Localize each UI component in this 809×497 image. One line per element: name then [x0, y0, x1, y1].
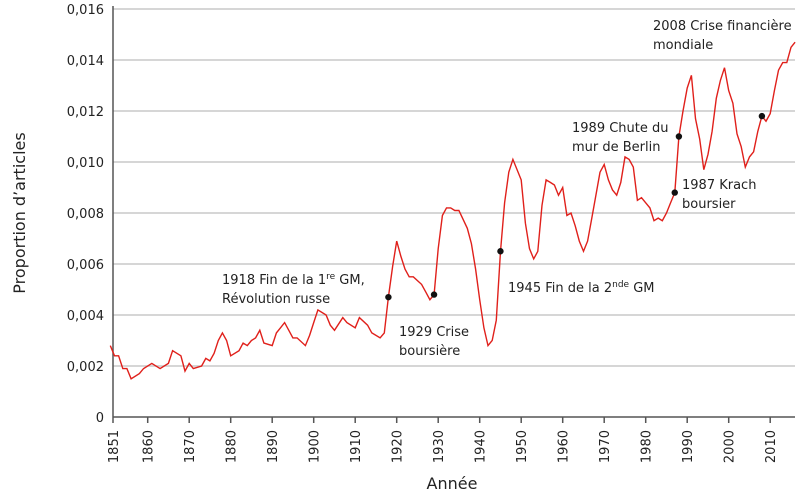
x-tick-label: 1870	[183, 430, 198, 463]
y-tick-label: 0,008	[67, 207, 104, 222]
x-tick-label: 1851	[107, 430, 122, 463]
x-tick-label: 1990	[681, 430, 696, 463]
annotation-1918-line1: 1918 Fin de la 1re GM,	[222, 272, 365, 288]
gridlines	[113, 8, 795, 367]
event-markers	[385, 112, 766, 301]
y-tick-label: 0,010	[67, 156, 104, 171]
y-tick-label: 0,016	[67, 3, 104, 18]
y-axis-label: Proportion d’articles	[10, 132, 29, 293]
annotation-2008-line1: 2008 Crise financière	[653, 19, 792, 34]
y-tick-label: 0,012	[67, 105, 104, 120]
annotation-2008-line2: mondiale	[653, 38, 713, 53]
event-marker	[385, 293, 392, 301]
x-tick-label: 1980	[640, 430, 655, 463]
y-tick-label: 0,014	[67, 54, 104, 69]
event-marker	[758, 112, 766, 120]
annotations: 1918 Fin de la 1re GM, Révolution russe …	[222, 19, 792, 359]
x-tick-label: 2010	[764, 430, 779, 463]
y-tick-label: 0,006	[67, 258, 104, 273]
annotation-1945: 1945 Fin de la 2nde GM	[508, 280, 655, 296]
series-line	[109, 41, 796, 380]
x-axis-label: Année	[427, 474, 478, 493]
x-tick-label: 1900	[308, 430, 323, 463]
event-marker	[430, 291, 438, 298]
x-tick-label: 1950	[515, 430, 530, 463]
event-marker	[497, 248, 504, 255]
x-tick-label: 1960	[557, 430, 572, 463]
x-tick-label: 1920	[391, 430, 406, 463]
annotation-1987-line2: boursier	[682, 197, 736, 212]
x-tick-label: 1890	[266, 430, 281, 463]
x-tick-label: 2000	[723, 430, 738, 463]
x-tick-label: 1880	[225, 430, 240, 463]
annotation-1929-line1: 1929 Crise	[399, 325, 469, 340]
annotation-1989-line1: 1989 Chute du	[572, 121, 669, 136]
x-tick-label: 1930	[432, 430, 447, 463]
event-marker	[675, 133, 683, 140]
y-tick-label: 0	[96, 411, 104, 426]
x-tick-label: 1910	[349, 430, 364, 463]
annotation-1987-line1: 1987 Krach	[682, 178, 756, 193]
event-marker	[671, 189, 678, 196]
annotation-1989-line2: mur de Berlin	[572, 140, 661, 155]
y-axis: 0 0,002 0,004 0,006 0,008 0,010 0,012 0,014 0,01…	[67, 3, 114, 426]
x-axis: 1851 1860 1870 1880 1890 1900 1910 1920 1930 1940…	[107, 416, 795, 463]
x-tick-label: 1860	[142, 430, 157, 463]
y-tick-label: 0,004	[67, 309, 104, 324]
y-tick-label: 0,002	[67, 360, 104, 375]
x-tick-label: 1940	[474, 430, 489, 463]
x-tick-label: 1970	[598, 430, 613, 463]
annotation-1918-line2: Révolution russe	[222, 292, 330, 307]
annotation-1929-line2: boursière	[399, 344, 460, 359]
